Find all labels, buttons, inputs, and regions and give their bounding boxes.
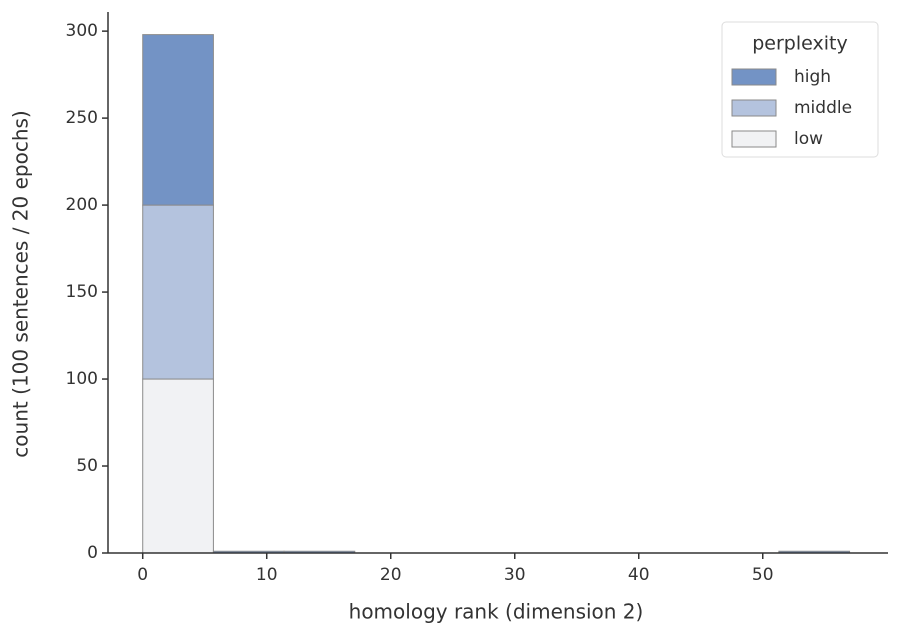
x-tick-label: 20 xyxy=(380,565,402,585)
x-axis-label: homology rank (dimension 2) xyxy=(349,600,644,624)
x-tick-label: 50 xyxy=(752,565,774,585)
bar-segment xyxy=(142,378,214,554)
y-tick-label: 50 xyxy=(76,456,98,476)
x-tick-label: 0 xyxy=(137,565,148,585)
y-tick-label: 200 xyxy=(66,195,98,215)
legend-swatch xyxy=(731,99,777,117)
y-axis-label: count (100 sentences / 20 epochs) xyxy=(9,110,33,457)
legend-label: middle xyxy=(794,98,852,118)
y-tick-label: 100 xyxy=(66,369,98,389)
legend-swatch xyxy=(731,130,777,148)
bar-segment xyxy=(142,204,214,380)
bar-segment xyxy=(142,34,214,206)
legend-label: low xyxy=(794,129,823,149)
y-tick-label: 0 xyxy=(87,543,98,563)
legend-label: high xyxy=(794,67,831,87)
x-tick-label: 40 xyxy=(628,565,650,585)
legend-box xyxy=(721,21,879,158)
y-tick-label: 250 xyxy=(66,108,98,128)
legend-title: perplexity xyxy=(752,33,847,55)
y-tick-label: 300 xyxy=(66,21,98,41)
x-tick-label: 10 xyxy=(256,565,278,585)
x-tick-label: 30 xyxy=(504,565,526,585)
y-tick-label: 150 xyxy=(66,282,98,302)
legend-swatch xyxy=(731,68,777,86)
